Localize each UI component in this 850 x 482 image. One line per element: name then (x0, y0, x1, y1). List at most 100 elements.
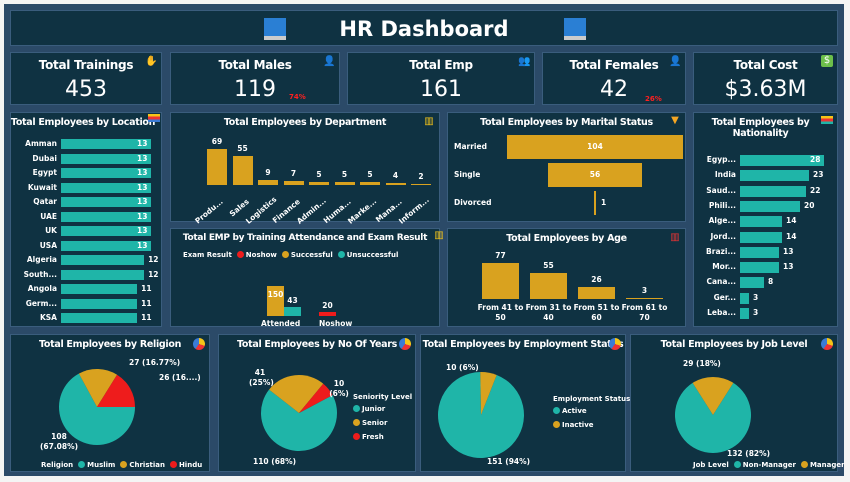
funnel-category-label: Married (454, 142, 487, 151)
bar-value-label: 8 (768, 277, 774, 287)
dashboard: HR Dashboard Total Trainings 453 ✋ Total… (4, 4, 845, 476)
bar (740, 185, 806, 197)
kpi-value: 453 (65, 77, 107, 102)
bar-category-label: Qatar (33, 197, 57, 206)
chart-department: Total Employees by Department ▥ 69 Produ...… (170, 112, 440, 226)
bar-value-label: 69 (211, 137, 223, 146)
bar-category-label: From 41 to 50 (477, 303, 524, 322)
bar-category-label: Germ... (25, 298, 57, 308)
male-icon: 👤 (323, 56, 336, 67)
pie-chart (438, 372, 524, 458)
legend-title: Exam Result (183, 251, 232, 259)
bar (284, 307, 301, 316)
funnel-category-label: Single (454, 170, 481, 179)
pie-slice-manager[interactable] (692, 377, 734, 415)
legend-marker (337, 251, 345, 258)
pie-data-label: 151 (94%) (487, 457, 531, 466)
legend: Seniority Level Junior Senior Fresh (353, 393, 412, 447)
legend-item: Hindu (165, 461, 202, 469)
bar-category-label: Attended (261, 319, 301, 328)
legend-marker (78, 461, 86, 468)
legend-title: Employment Status (553, 395, 631, 403)
pie-slice-inactive[interactable] (480, 372, 497, 415)
pie-slice-active[interactable] (438, 372, 524, 458)
bar-chart-icon (821, 116, 833, 124)
funnel-value-label: 56 (589, 170, 601, 179)
chart-joblevel: Total Employees by Job Level 132 (82%) 29 … (630, 334, 845, 472)
pie-slice-hindu[interactable] (97, 374, 135, 407)
pie-chart-icon (399, 338, 411, 350)
legend-marker (353, 433, 360, 440)
pie-slice-senior[interactable] (269, 375, 324, 413)
legend-title: Religion (41, 461, 74, 469)
bar-category-label: Dubai (32, 153, 57, 163)
pie-chart (59, 369, 135, 445)
header-panel: HR Dashboard (10, 10, 838, 46)
bar-category-label: UK (45, 226, 57, 235)
legend-item: Muslim (73, 461, 115, 469)
bar (334, 182, 355, 185)
bar (309, 182, 329, 185)
bar-value-label: 14 (786, 231, 797, 241)
chart-marital: Total Employees by Marital Status ▼ Marrie… (447, 112, 686, 222)
legend-label: Fresh (362, 433, 384, 441)
chart-title: Total Employees by Department (223, 117, 387, 128)
bar-value-label: 55 (543, 261, 554, 271)
bar-value-label: 7 (290, 169, 297, 179)
bar-category-label: Alge... (708, 216, 736, 226)
column-chart-icon: ▥ (670, 232, 680, 243)
bar (319, 312, 336, 316)
bar-category-label: Cana... (706, 277, 736, 287)
chart-title: Total EMP by Training Attendance and Exa… (182, 233, 428, 243)
kpi-total-cost: Total Cost $3.63M $ (693, 52, 838, 105)
bar-value-label: 13 (137, 226, 148, 235)
bar-value-label: 20 (322, 301, 333, 310)
bar (61, 211, 151, 222)
bar (740, 292, 749, 304)
pie-data-label: 10 (6%) (446, 363, 479, 372)
legend-marker (169, 461, 177, 468)
bar (740, 308, 749, 319)
pie-chart (675, 377, 751, 453)
bar (740, 246, 779, 258)
legend-marker (553, 407, 560, 414)
pie-slice-muslim[interactable] (59, 373, 135, 445)
bar (740, 170, 809, 182)
bar (411, 183, 431, 185)
bar-value-label: 13 (137, 197, 148, 206)
legend-marker (236, 251, 244, 258)
bar-category-label: Egyp... (706, 155, 736, 164)
training-icon: ✋ (145, 56, 158, 67)
legend-item: Unsuccessful (346, 251, 399, 259)
bar-category-label: Angola (27, 284, 57, 293)
bar-value-label: 5 (341, 170, 348, 180)
bar (385, 182, 406, 185)
bar-category-label: UAE (40, 211, 57, 221)
pie-slice-non-manager[interactable] (675, 382, 751, 453)
pie-slice-christian[interactable] (78, 369, 118, 407)
bar (578, 286, 615, 299)
bar-value-label: 3 (641, 285, 648, 295)
legend-item: Non-Manager (729, 461, 796, 469)
legend-item: Manager (796, 461, 845, 469)
pie-slice-junior[interactable] (261, 389, 337, 451)
bar (61, 182, 151, 193)
bar-value-label: 4 (392, 170, 399, 180)
legend-label: Hindu (178, 461, 203, 469)
chart-title: Total Employees by Location (10, 117, 156, 128)
bar (740, 277, 764, 289)
column-chart-icon: ▥ (424, 116, 434, 127)
bar-chart-icon (148, 114, 160, 122)
pie-data-label: 27 (16.77%) (129, 358, 181, 367)
legend-marker (353, 405, 360, 412)
legend-label: Junior (362, 405, 386, 413)
bar-value-label: 20 (804, 200, 815, 210)
bar-category-label: From 51 to 60 (573, 303, 620, 322)
legend: Job Level Non-Manager Manager (693, 461, 845, 469)
bar (740, 231, 782, 243)
bar-value-label: 5 (367, 170, 373, 180)
bar-value-label: 3 (753, 308, 759, 317)
pie-slice-fresh[interactable] (299, 383, 333, 413)
computer-dashboard-icon (564, 18, 586, 40)
bar-category-label: Ger... (713, 292, 736, 302)
